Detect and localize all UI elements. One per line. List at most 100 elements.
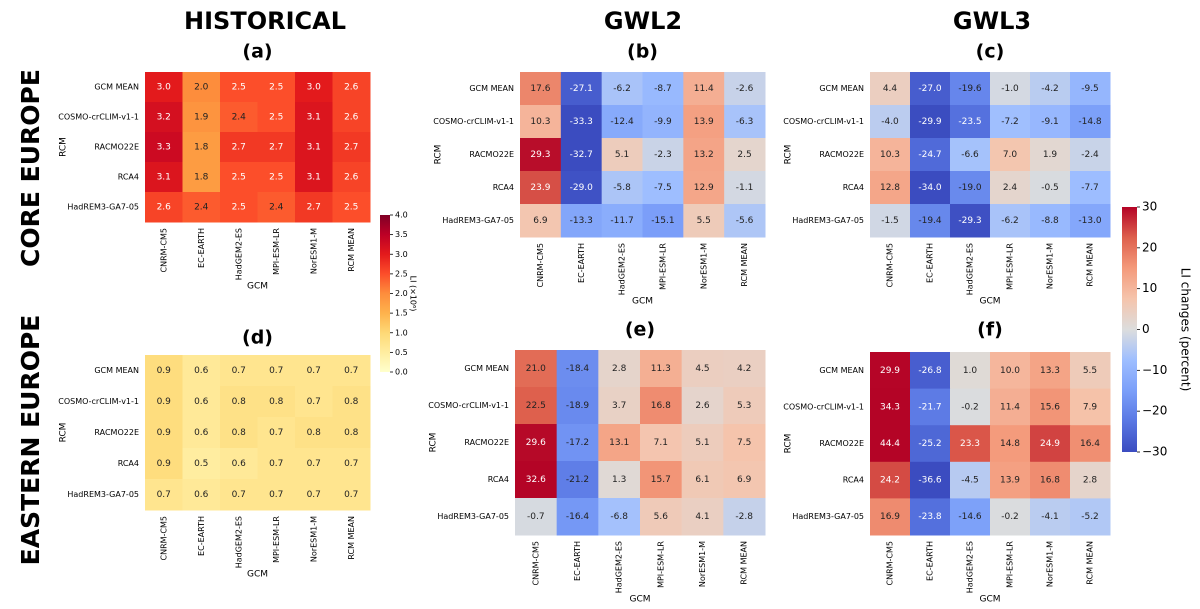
cell-label: 24.2 [880, 476, 900, 486]
x-tick-label: MPI-ESM-LR [658, 243, 667, 290]
colorbar-tick-label: 30 [1142, 200, 1157, 214]
heatmap-cell [601, 171, 643, 205]
colorbar-tick-label: −10 [1142, 363, 1167, 377]
heatmap-cell [598, 424, 641, 462]
cell-label: -14.6 [958, 512, 982, 522]
x-tick-label: HadGEM2-ES [234, 516, 243, 568]
x-tick-label: MPI-ESM-LR [656, 541, 665, 588]
cell-label: 12.8 [880, 183, 900, 193]
x-tick-label: NorESM1-M [1046, 243, 1055, 289]
heatmap-cell [257, 162, 296, 193]
heatmap-cell [145, 132, 183, 163]
cell-label: 2.5 [232, 203, 246, 213]
cell-label: -4.5 [961, 476, 979, 486]
cell-label: 7.1 [654, 438, 668, 448]
heatmap-cell [145, 192, 183, 223]
cell-label: 16.8 [1040, 476, 1060, 486]
cell-label: 3.1 [157, 173, 171, 183]
cell-label: 44.4 [880, 439, 900, 449]
cell-label: 0.8 [232, 428, 247, 438]
cell-label: -23.5 [958, 117, 981, 127]
heatmap-cell [910, 498, 951, 536]
heatmap-cell [1030, 138, 1071, 172]
heatmap-cell [182, 386, 221, 418]
cell-label: -17.2 [566, 438, 589, 448]
x-tick-label: CNRM-CM5 [159, 516, 168, 561]
heatmap-cell [556, 424, 599, 462]
heatmap-cell [601, 138, 643, 172]
cell-label: 22.5 [526, 401, 546, 411]
cell-label: 2.4 [232, 113, 247, 123]
heatmap-cell [515, 424, 558, 462]
cell-label: -21.2 [566, 475, 589, 485]
y-tick-label: RACMO22E [469, 150, 514, 159]
x-tick-label: MPI-ESM-LR [1006, 541, 1015, 588]
heatmap-cell [723, 424, 766, 462]
heatmap-cell [723, 350, 766, 388]
heatmap-cell [257, 355, 296, 387]
cell-label: 2.5 [232, 83, 246, 93]
x-tick-label: HadGEM2-ES [615, 541, 624, 593]
heatmap-cell [990, 498, 1031, 536]
cell-label: 34.3 [880, 402, 900, 412]
cell-label: 0.7 [232, 366, 246, 376]
heatmap-cell [182, 72, 221, 103]
cell-label: -21.7 [918, 402, 941, 412]
cell-label: 4.2 [737, 364, 751, 374]
cell-label: 1.3 [612, 475, 626, 485]
cell-label: -25.2 [918, 439, 941, 449]
heatmap-cell [1070, 461, 1111, 499]
heatmap-cell [182, 102, 221, 133]
cell-label: 0.7 [269, 428, 283, 438]
cell-label: -29.0 [570, 183, 594, 193]
cell-label: 0.7 [269, 459, 283, 469]
cell-label: -1.1 [736, 183, 754, 193]
colorbar-tick-label: 0 [1142, 322, 1150, 336]
cell-label: 21.0 [526, 364, 546, 374]
heatmap-cell [990, 461, 1031, 499]
heatmap-cell [1070, 388, 1111, 426]
cell-label: 0.7 [344, 459, 358, 469]
x-tick-label: RCM MEAN [740, 243, 749, 287]
heatmap-cell [145, 162, 183, 193]
heatmap-cell [182, 162, 221, 193]
x-tick-label: RCM MEAN [1086, 541, 1095, 585]
column-title: GWL3 [953, 7, 1031, 35]
cell-label: 0.6 [194, 366, 209, 376]
heatmap-cell [910, 425, 951, 463]
cell-label: 23.9 [530, 183, 550, 193]
heatmap-cell [910, 138, 951, 172]
heatmap-cell [681, 350, 724, 388]
y-tick-label: GCM MEAN [819, 84, 864, 93]
cell-label: 0.7 [344, 490, 358, 500]
cell-label: 4.1 [695, 512, 709, 522]
heatmap-cell [990, 388, 1031, 426]
cell-label: -9.9 [654, 117, 672, 127]
heatmap-cell [990, 138, 1031, 172]
y-tick-label: GCM MEAN [94, 366, 139, 375]
cell-label: 2.5 [344, 203, 358, 213]
heatmap-cell [681, 424, 724, 462]
heatmap-cell [950, 204, 991, 238]
cell-label: 13.3 [1040, 366, 1060, 376]
heatmap-cell [950, 461, 991, 499]
cell-label: -5.2 [1081, 512, 1099, 522]
heatmap-cell [332, 479, 371, 511]
cell-label: -32.7 [570, 150, 593, 160]
colorbar-tick-label: 0.0 [395, 368, 408, 377]
cell-label: 10.0 [1000, 366, 1020, 376]
x-tick-label: EC-EARTH [926, 243, 935, 283]
heatmap-cell [950, 425, 991, 463]
cell-label: 0.8 [232, 397, 247, 407]
heatmap-cell [220, 132, 258, 163]
cell-label: -0.7 [527, 512, 545, 522]
cell-label: 16.8 [651, 401, 671, 411]
heatmap-cell [257, 417, 296, 449]
heatmap-cell [220, 448, 258, 480]
heatmap-cell [683, 171, 725, 205]
cell-label: -6.2 [613, 84, 631, 94]
cell-label: 6.1 [695, 475, 709, 485]
heatmap-cell [1030, 352, 1071, 390]
heatmap-cell [683, 138, 725, 172]
cell-label: 13.9 [1000, 476, 1020, 486]
